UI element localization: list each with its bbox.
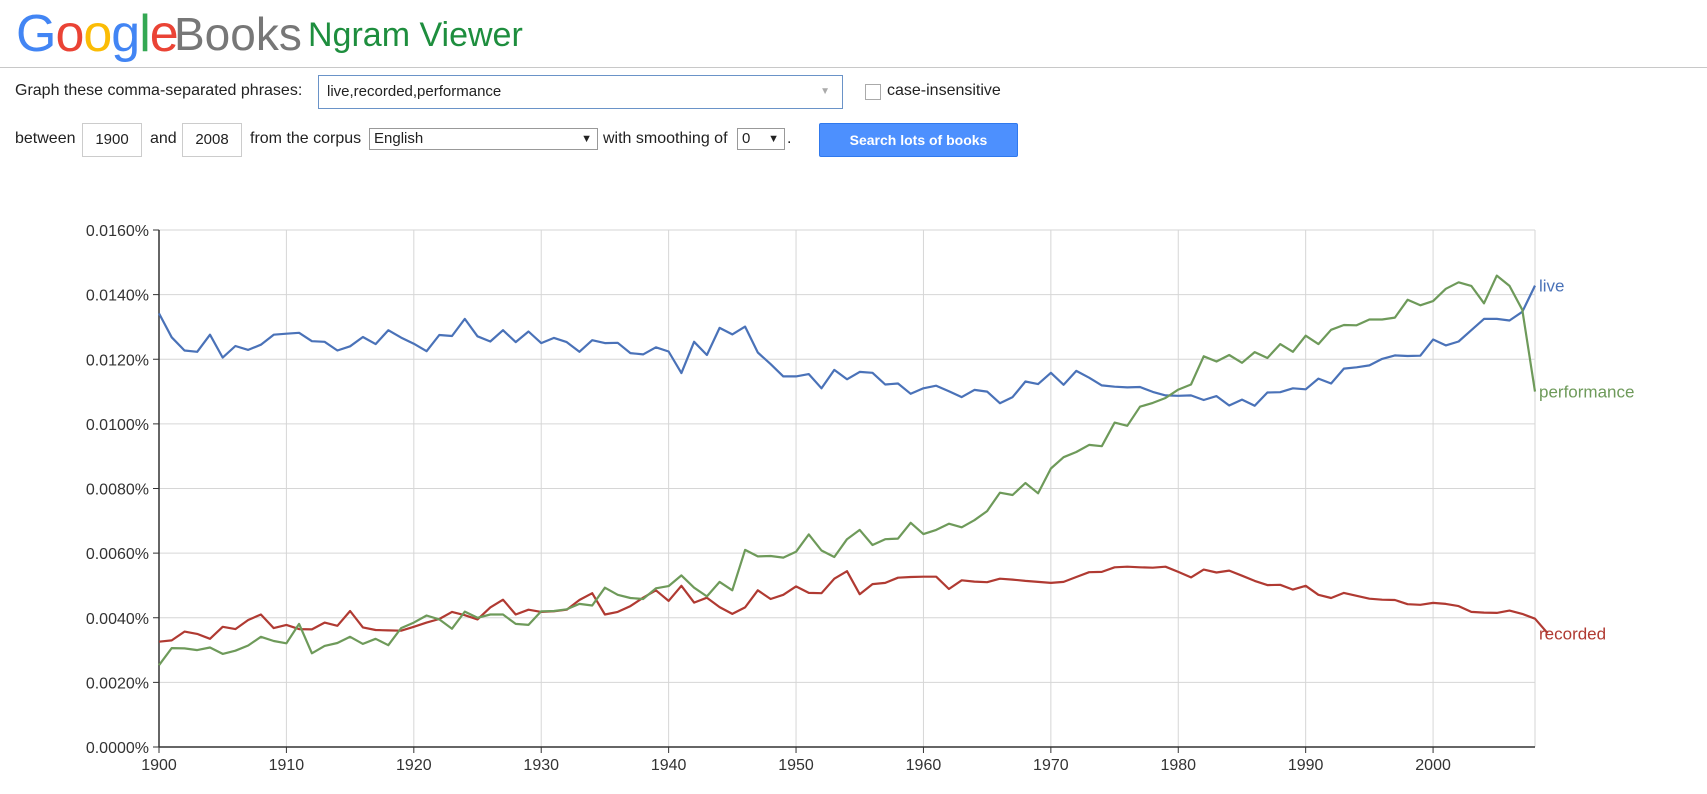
series-line-performance: [158, 274, 1537, 666]
series-label-recorded: recorded: [1539, 624, 1606, 643]
series-line-live: [158, 285, 1536, 407]
x-tick-label: 1900: [141, 757, 177, 774]
app-title[interactable]: Ngram Viewer: [308, 16, 523, 54]
y-tick-label: 0.0020%: [86, 675, 149, 692]
logo-letter: g: [111, 5, 140, 63]
series-label-performance: performance: [1539, 383, 1634, 402]
y-tick-label: 0.0060%: [86, 546, 149, 563]
period-text: .: [787, 130, 792, 147]
smoothing-select[interactable]: 0 ▼: [737, 128, 785, 150]
chevron-down-icon: ▼: [581, 133, 592, 145]
logo-letter: G: [16, 5, 56, 63]
phrases-input[interactable]: live,recorded,performance ▼: [318, 75, 843, 109]
header-bar: Google Books Ngram Viewer: [0, 0, 1707, 68]
series-line-recorded: [158, 565, 1549, 643]
y-tick-label: 0.0120%: [86, 352, 149, 369]
case-insensitive-checkbox[interactable]: [865, 84, 881, 100]
and-label: and: [150, 130, 177, 147]
y-tick-label: 0.0140%: [86, 288, 149, 305]
end-year-input[interactable]: 2008: [182, 123, 242, 157]
logo-letter: o: [55, 5, 84, 63]
y-tick-label: 0.0080%: [86, 482, 149, 499]
corpus-select[interactable]: English ▼: [369, 128, 598, 150]
options-row: between 1900 and 2008 from the corpus En…: [15, 123, 1115, 159]
books-label[interactable]: Books: [174, 8, 302, 60]
y-tick-label: 0.0100%: [86, 417, 149, 434]
case-insensitive-label[interactable]: case-insensitive: [887, 82, 1001, 99]
phrases-label: Graph these comma-separated phrases:: [15, 82, 303, 99]
x-tick-label: 1960: [906, 757, 942, 774]
corpus-label: from the corpus: [250, 130, 362, 147]
logo-letter: e: [149, 5, 179, 63]
x-tick-label: 1940: [651, 757, 687, 774]
dropdown-arrow-icon[interactable]: ▼: [820, 86, 830, 97]
logo-letter: o: [83, 5, 112, 63]
smoothing-value: 0: [742, 130, 751, 147]
start-year-input[interactable]: 1900: [82, 123, 142, 157]
y-tick-label: 0.0160%: [86, 223, 149, 240]
search-button[interactable]: Search lots of books: [819, 123, 1018, 157]
x-tick-label: 1970: [1033, 757, 1069, 774]
logo-letter: l: [139, 5, 151, 63]
x-tick-label: 1980: [1160, 757, 1196, 774]
x-tick-label: 2000: [1415, 757, 1451, 774]
phrases-row: Graph these comma-separated phrases: liv…: [15, 75, 1115, 113]
corpus-value: English: [374, 130, 424, 147]
x-tick-label: 1910: [269, 757, 305, 774]
x-tick-label: 1950: [778, 757, 814, 774]
series-label-live: live: [1539, 277, 1565, 296]
x-tick-label: 1990: [1288, 757, 1324, 774]
chevron-down-icon: ▼: [768, 133, 779, 145]
y-tick-label: 0.0000%: [86, 740, 149, 757]
x-tick-label: 1920: [396, 757, 432, 774]
y-tick-label: 0.0040%: [86, 611, 149, 628]
between-label: between: [15, 130, 76, 147]
x-tick-label: 1930: [523, 757, 559, 774]
google-logo[interactable]: Google: [16, 4, 179, 64]
phrases-value: live,recorded,performance: [327, 83, 502, 100]
smoothing-label: with smoothing of: [603, 130, 728, 147]
